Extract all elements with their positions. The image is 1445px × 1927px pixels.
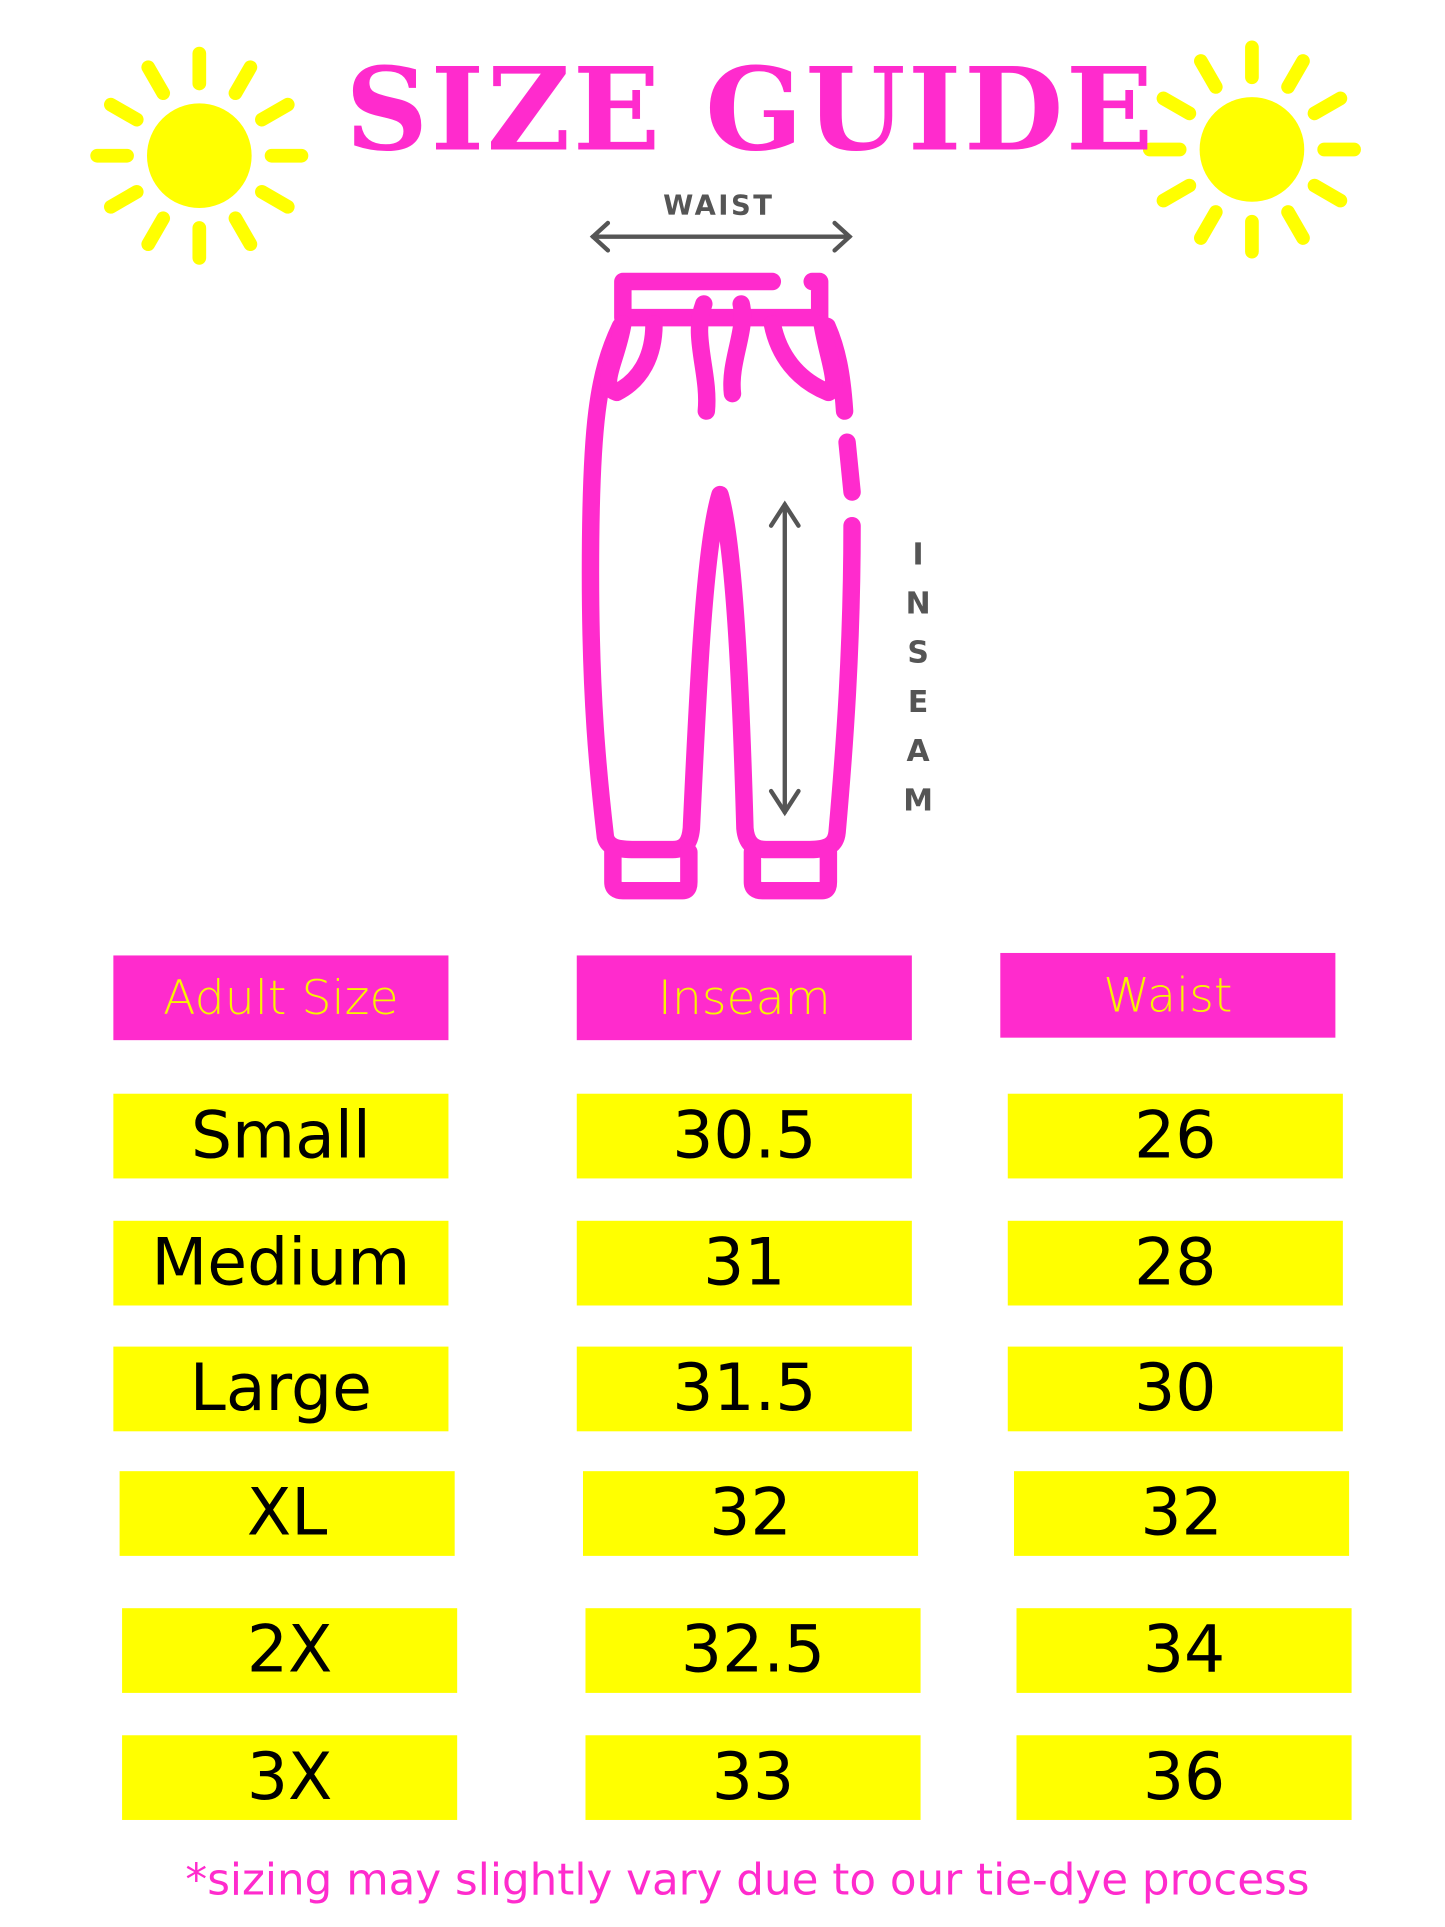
- table-cell-inseam: 30.5: [576, 1093, 912, 1179]
- footer-note: *sizing may slightly vary due to our tie…: [185, 1856, 1310, 1906]
- header-inseam: Inseam: [576, 955, 912, 1041]
- table-cell-size: Medium: [113, 1220, 449, 1306]
- pants-icon: [581, 272, 861, 900]
- table-cell-inseam: 33: [585, 1735, 921, 1820]
- table-cell-size: XL: [119, 1471, 455, 1556]
- table-cell-inseam: 32: [582, 1471, 919, 1556]
- waist-label: WAIST: [663, 190, 774, 221]
- table-cell-inseam: 31: [576, 1220, 912, 1306]
- header-waist: Waist: [1000, 952, 1336, 1038]
- table-cell-waist: 28: [1007, 1220, 1343, 1306]
- table-cell-waist: 32: [1013, 1471, 1350, 1556]
- table-cell-size: 2X: [122, 1608, 458, 1693]
- header-adult-size: Adult Size: [113, 955, 449, 1041]
- table-cell-size: 3X: [122, 1735, 458, 1820]
- sun-icon: [90, 46, 309, 265]
- table-cell-inseam: 32.5: [585, 1608, 921, 1693]
- page-title: SIZE GUIDE: [345, 42, 1156, 177]
- waist-arrow: [589, 220, 853, 253]
- inseam-arrow: [768, 500, 801, 817]
- table-cell-waist: 26: [1007, 1093, 1343, 1179]
- table-cell-size: Small: [113, 1093, 449, 1179]
- table-cell-waist: 30: [1007, 1346, 1343, 1432]
- table-cell-waist: 34: [1016, 1608, 1352, 1693]
- sun-icon: [1142, 40, 1361, 259]
- table-cell-waist: 36: [1016, 1735, 1352, 1820]
- table-cell-size: Large: [113, 1346, 449, 1432]
- table-cell-inseam: 31.5: [576, 1346, 912, 1432]
